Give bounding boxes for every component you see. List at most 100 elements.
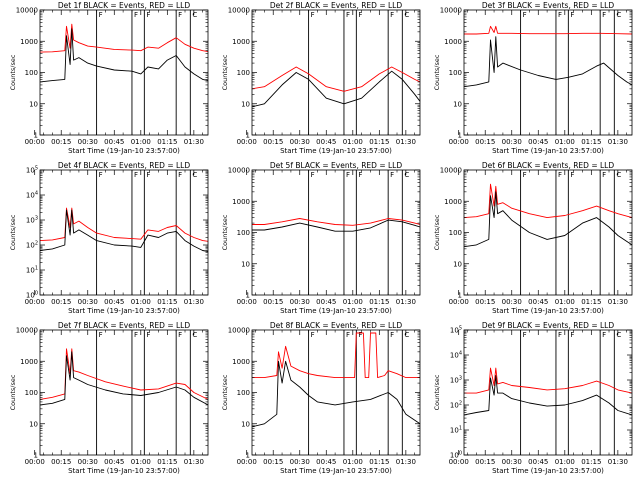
y-axis-label: Counts/sec: [9, 374, 17, 410]
x-axis-label: Start Time (19-Jan-10 23:57:00): [280, 467, 392, 475]
lld-rate-line: [39, 207, 209, 242]
lld-rate-line: [252, 332, 420, 379]
y-tick-label: 1: [246, 132, 250, 140]
y-axis-label: Counts/sec: [433, 54, 441, 90]
y-axis-label: Counts/sec: [9, 54, 17, 90]
x-tick-label: 00:00: [25, 138, 45, 146]
y-tick-label: 1000: [232, 358, 250, 366]
event-marker-label: F: [99, 171, 103, 179]
x-tick-label: 00:45: [316, 298, 336, 306]
event-marker-label: F: [523, 171, 527, 179]
lld-rate-line: [464, 25, 633, 35]
x-axis-label: Start Time (19-Jan-10 23:57:00): [492, 307, 604, 315]
y-tick-label: 1000: [20, 358, 38, 366]
event-rate-line: [251, 360, 421, 428]
y-tick-label: 10000: [16, 327, 38, 335]
event-marker-label: F: [558, 11, 562, 19]
x-axis-label: Start Time (19-Jan-10 23:57:00): [492, 467, 604, 475]
y-tick-label: 103: [26, 216, 38, 225]
x-tick-label: 01:30: [608, 298, 628, 306]
y-tick-label: 1000: [20, 38, 38, 46]
event-marker-label: F: [523, 11, 527, 19]
event-marker-label: F: [390, 331, 394, 339]
x-tick-label: 01:15: [581, 298, 601, 306]
event-marker-label: F: [358, 11, 362, 19]
y-tick-label: 10000: [440, 167, 462, 175]
x-tick-label: 01:00: [131, 298, 151, 306]
event-marker-label: F: [358, 171, 362, 179]
event-rate-line: [39, 351, 209, 406]
y-tick-label: 104: [26, 191, 38, 200]
x-axis-label: Start Time (19-Jan-10 23:57:00): [280, 307, 392, 315]
x-tick-label: 01:15: [369, 138, 389, 146]
event-marker-label: F: [558, 171, 562, 179]
chart-title: Det 6f BLACK = Events, RED = LLD: [482, 161, 615, 170]
plot-frame: [463, 329, 633, 456]
event-marker-label: F: [146, 331, 150, 339]
x-tick-label: 00:30: [78, 458, 98, 466]
y-tick-label: 10: [241, 260, 250, 268]
x-tick-label: 00:00: [449, 458, 469, 466]
event-rate-line: [39, 28, 209, 83]
event-marker-label: F: [178, 331, 182, 339]
x-axis-label: Start Time (19-Jan-10 23:57:00): [492, 147, 604, 155]
y-tick-label: 1: [246, 452, 250, 460]
event-marker-label: C: [616, 11, 621, 19]
x-tick-label: 01:30: [396, 458, 416, 466]
x-tick-label: 00:45: [104, 298, 124, 306]
event-marker-label: F: [358, 331, 362, 339]
chart-title: Det 1f BLACK = Events, RED = LLD: [58, 1, 191, 10]
x-tick-label: 00:15: [51, 298, 71, 306]
y-tick-label: 1: [458, 292, 462, 300]
chart-title: Det 5f BLACK = Events, RED = LLD: [270, 161, 403, 170]
y-tick-label: 100: [450, 451, 462, 460]
event-marker-label: F: [178, 171, 182, 179]
x-tick-label: 01:30: [184, 298, 204, 306]
event-marker-label: F: [602, 331, 606, 339]
event-marker-label: F: [602, 11, 606, 19]
event-marker-label: F: [134, 11, 138, 19]
y-tick-label: 1: [246, 292, 250, 300]
chart-title: Det 8f BLACK = Events, RED = LLD: [270, 321, 403, 330]
chart-title: Det 9f BLACK = Events, RED = LLD: [482, 321, 615, 330]
event-marker-label: F: [178, 11, 182, 19]
event-marker-label: F: [570, 331, 574, 339]
y-tick-label: 102: [26, 241, 38, 250]
event-marker-label: F: [99, 11, 103, 19]
x-tick-label: 01:15: [157, 138, 177, 146]
y-tick-label: 1000: [444, 38, 462, 46]
event-marker-label: F: [602, 171, 606, 179]
plot-frame: [39, 169, 209, 296]
lld-rate-line: [463, 183, 633, 219]
chart-title: Det 3f BLACK = Events, RED = LLD: [482, 1, 615, 10]
x-tick-label: 01:00: [555, 298, 575, 306]
x-tick-label: 01:00: [343, 138, 363, 146]
event-marker-label: C: [192, 11, 197, 19]
x-tick-label: 00:30: [502, 138, 522, 146]
event-marker-label: F: [134, 171, 138, 179]
x-tick-label: 01:15: [581, 138, 601, 146]
event-marker-label: F: [570, 171, 574, 179]
event-marker-label: F: [146, 11, 150, 19]
x-tick-label: 01:00: [343, 298, 363, 306]
chart-title: Det 4f BLACK = Events, RED = LLD: [58, 161, 191, 170]
y-tick-label: 1000: [232, 38, 250, 46]
event-marker-label: F: [99, 331, 103, 339]
y-tick-label: 10: [241, 100, 250, 108]
x-axis-label: Start Time (19-Jan-10 23:57:00): [280, 147, 392, 155]
y-axis-label: Counts/sec: [433, 214, 441, 250]
event-marker-label: F: [346, 171, 350, 179]
y-tick-label: 100: [25, 69, 38, 77]
x-tick-label: 00:00: [449, 138, 469, 146]
y-tick-label: 103: [450, 376, 462, 385]
event-rate-line: [251, 70, 421, 108]
x-tick-label: 01:30: [608, 138, 628, 146]
y-tick-label: 1000: [444, 198, 462, 206]
